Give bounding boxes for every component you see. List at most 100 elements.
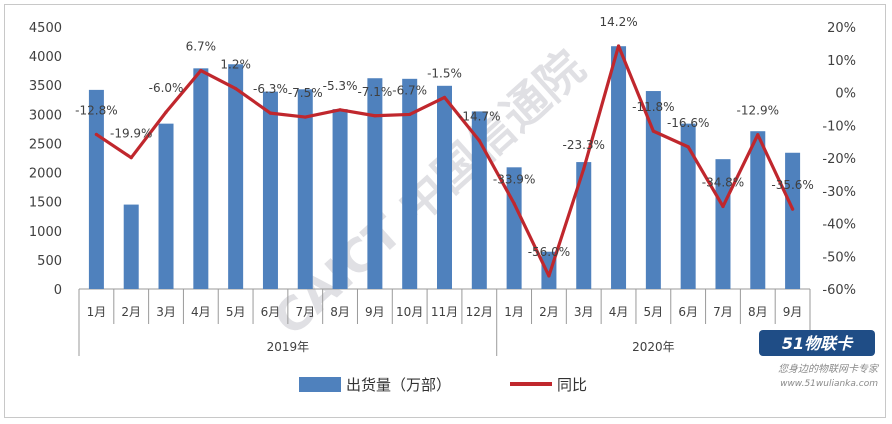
- bar: [88, 89, 104, 289]
- legend-label-line: 同比: [557, 376, 587, 394]
- year-label: 2020年: [632, 340, 675, 354]
- data-label: -6.3%: [253, 82, 288, 96]
- line-point: [721, 204, 725, 209]
- line-point: [547, 274, 551, 278]
- bar: [785, 152, 801, 289]
- legend-label-bars: 出货量（万部）: [346, 376, 451, 394]
- month-label: 8月: [748, 305, 768, 319]
- month-label: 6月: [261, 305, 281, 319]
- month-label: 9月: [783, 305, 803, 319]
- month-label: 6月: [678, 305, 698, 319]
- line-point: [756, 133, 760, 137]
- line-point: [234, 86, 238, 91]
- line-point: [442, 95, 447, 100]
- bar: [262, 91, 278, 289]
- data-label: -19.9%: [110, 127, 152, 141]
- right-axis-tick-label: -60%: [822, 283, 856, 298]
- month-label: 7月: [295, 305, 315, 319]
- right-axis-tick-label: 0%: [835, 87, 856, 102]
- data-label: -12.9%: [737, 104, 779, 118]
- bar: [367, 78, 383, 289]
- line-point: [338, 108, 342, 112]
- data-label: -12.8%: [75, 103, 117, 117]
- bar: [297, 89, 313, 289]
- right-axis-tick-label: 10%: [827, 54, 856, 69]
- data-label: 1.2%: [220, 58, 251, 72]
- bar: [645, 91, 661, 290]
- month-label: 7月: [713, 305, 733, 319]
- data-label: -56.0%: [528, 245, 570, 259]
- line-point: [616, 44, 621, 48]
- data-label: -7.5%: [288, 86, 323, 100]
- month-label: 5月: [644, 305, 664, 319]
- line-point: [408, 112, 412, 117]
- bar: [680, 123, 696, 289]
- left-axis-tick-label: 4000: [29, 50, 62, 65]
- data-label: -33.9%: [493, 173, 535, 187]
- legend: 出货量（万部） 同比: [299, 376, 587, 394]
- left-axis-tick-label: 2000: [29, 167, 62, 182]
- month-label: 1月: [504, 305, 524, 319]
- month-label: 2月: [121, 305, 141, 319]
- data-label: -1.5%: [427, 66, 462, 80]
- data-label: -23.3%: [563, 138, 605, 152]
- line-point: [686, 145, 690, 149]
- data-labels: -12.8% -19.9% -6.0% 6.7%1.2%-6.3% -7.5%-5.3%…: [75, 15, 814, 259]
- month-label: 1月: [87, 305, 107, 319]
- brand-tagline: 您身边的物联网卡专家: [778, 363, 880, 375]
- right-axis-tick-label: -50%: [822, 250, 856, 265]
- left-axis-tick-label: 3000: [29, 108, 62, 123]
- right-axis-tick-label: 20%: [827, 21, 856, 36]
- line-point: [651, 129, 655, 133]
- line-point: [373, 114, 377, 118]
- data-label: 6.7%: [186, 40, 217, 54]
- month-label: 3月: [156, 305, 176, 319]
- data-label: -16.6%: [667, 116, 709, 130]
- bar: [611, 46, 627, 289]
- brand-site: www.51wulianka.com: [780, 379, 878, 389]
- line-point: [303, 115, 307, 119]
- line-point: [129, 156, 133, 160]
- bar: [193, 68, 209, 290]
- line-point: [790, 207, 795, 211]
- month-label: 12月: [466, 305, 493, 319]
- bar: [437, 85, 452, 289]
- left-axis-tick-label: 0: [54, 283, 62, 298]
- year-label: 2019年: [267, 340, 310, 354]
- month-label: 4月: [191, 305, 211, 319]
- left-axis-tick-label: 3500: [29, 79, 62, 94]
- left-axis-tick-label: 2500: [29, 137, 62, 152]
- bar: [123, 204, 139, 289]
- left-axis-tick-label: 4500: [29, 21, 62, 36]
- right-axis-tick-label: -10%: [822, 119, 856, 134]
- month-label: 11月: [431, 305, 458, 319]
- line-point: [477, 139, 481, 143]
- right-axis-tick-label: -20%: [822, 152, 856, 167]
- data-label: -34.8%: [702, 175, 744, 189]
- month-label: 10月: [396, 305, 423, 319]
- data-label: 14.2%: [599, 15, 637, 29]
- left-axis-tick-label: 1500: [29, 196, 62, 211]
- right-axis-tick-label: -40%: [822, 218, 856, 233]
- data-label: -35.6%: [771, 178, 813, 192]
- bar: [402, 78, 418, 289]
- brand-name: 51物联卡: [782, 334, 854, 353]
- line-series: [94, 44, 795, 278]
- left-axis-tick-label: 1000: [29, 225, 62, 240]
- data-label: -6.0%: [149, 81, 184, 95]
- month-label: 4月: [609, 305, 629, 319]
- right-axis-tick-label: -30%: [822, 185, 856, 200]
- month-label: 8月: [330, 305, 350, 319]
- month-label: 9月: [365, 305, 385, 319]
- data-label: -5.3%: [323, 79, 358, 93]
- line-point: [268, 111, 273, 115]
- bar-series: [88, 46, 801, 290]
- legend-swatch-bars: [299, 377, 341, 392]
- bar: [228, 64, 244, 289]
- left-axis-tick-label: 500: [37, 254, 62, 269]
- month-label: 2月: [539, 305, 559, 319]
- data-label: -6.7%: [392, 83, 427, 97]
- month-label: 5月: [226, 305, 246, 319]
